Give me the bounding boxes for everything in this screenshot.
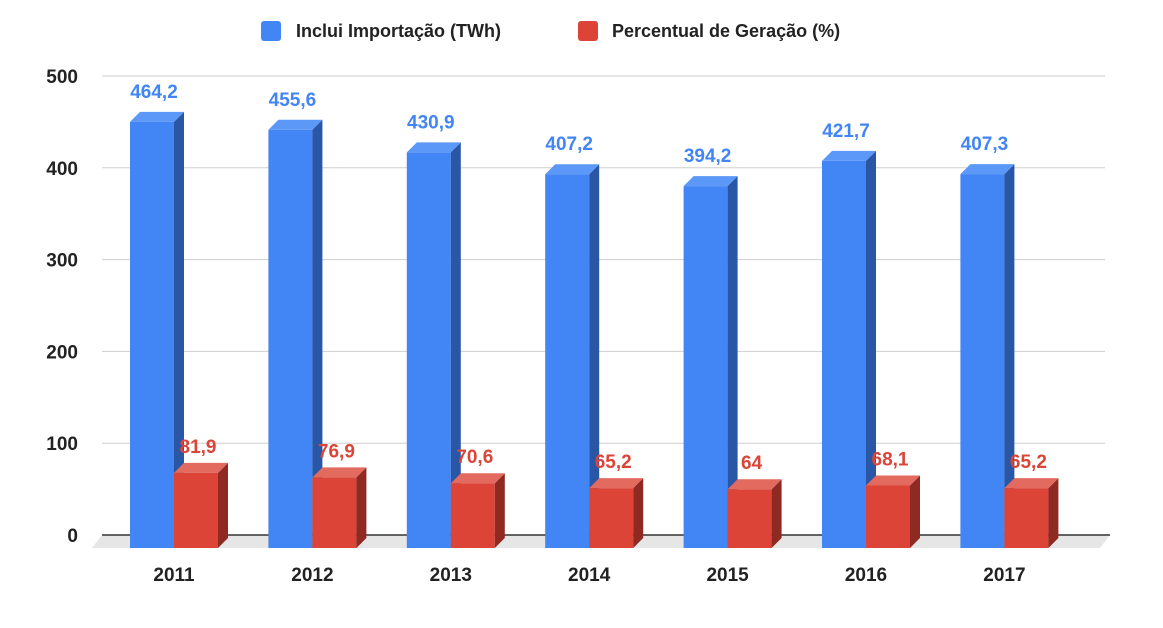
bar-percentual — [866, 475, 920, 548]
bar-percentual — [450, 473, 505, 548]
bar-side-face — [589, 164, 600, 548]
bar-percentual — [727, 479, 782, 548]
bar-top-face — [450, 473, 505, 484]
bar-front-face — [268, 129, 313, 548]
bar-top-face — [727, 479, 782, 490]
y-axis: 0 100 200 300 400 500 — [46, 67, 78, 547]
bar-side-face — [1004, 164, 1015, 548]
data-label: 394,2 — [684, 146, 732, 167]
bar-importacao — [268, 119, 323, 548]
bar-importacao — [960, 164, 1015, 548]
legend-item: Percentual de Geração (%) — [578, 21, 840, 41]
bar-side-face — [910, 475, 920, 548]
bar-percentual — [312, 467, 367, 548]
bar-top-face — [960, 164, 1015, 175]
bar-front-face — [960, 174, 1005, 548]
x-tick-label: 2015 — [706, 565, 749, 586]
data-label: 65,2 — [1010, 452, 1047, 473]
bar-front-face — [866, 485, 910, 548]
bar-front-face — [312, 477, 357, 548]
x-tick-label: 2016 — [845, 565, 887, 586]
bar-top-face — [822, 150, 876, 161]
bar-side-face — [1048, 478, 1059, 548]
bar-front-face — [683, 186, 728, 549]
bar-front-face — [450, 483, 495, 548]
y-tick-label: 300 — [46, 251, 78, 272]
bar-side-face — [866, 150, 876, 548]
bar-front-face — [727, 489, 772, 548]
bar-top-face — [174, 462, 228, 473]
bar-percentual — [174, 462, 228, 548]
bar-top-face — [866, 475, 920, 486]
bar-side-face — [218, 462, 228, 548]
bar-front-face — [130, 121, 174, 548]
bar-importacao — [545, 164, 600, 548]
legend: Inclui Importação (TWh) Percentual de Ger… — [261, 21, 840, 41]
y-tick-label: 400 — [46, 159, 78, 180]
bar-side-face — [312, 119, 323, 548]
data-label: 64 — [741, 453, 763, 474]
data-label: 81,9 — [180, 437, 217, 458]
y-tick-label: 0 — [67, 526, 78, 547]
bar-top-face — [545, 164, 600, 175]
bar-importacao — [683, 176, 738, 549]
x-tick-label: 2013 — [430, 565, 472, 586]
bar-front-face — [589, 488, 634, 548]
bar-side-face — [356, 467, 367, 548]
bars — [130, 111, 1059, 549]
bar-top-face — [683, 176, 738, 187]
bar-side-face — [727, 176, 738, 549]
bar-front-face — [406, 152, 451, 548]
bar-percentual — [589, 478, 644, 548]
bar-importacao — [130, 111, 184, 548]
y-tick-label: 200 — [46, 342, 78, 363]
y-tick-label: 500 — [46, 67, 78, 88]
x-tick-label: 2011 — [153, 565, 195, 586]
legend-swatch — [261, 21, 281, 41]
data-label: 76,9 — [318, 441, 355, 462]
x-tick-label: 2012 — [291, 565, 333, 586]
bar-front-face — [174, 472, 218, 548]
bar-side-face — [633, 478, 644, 548]
data-label: 421,7 — [822, 121, 870, 142]
data-label: 407,3 — [961, 134, 1009, 155]
bar-percentual — [1004, 478, 1059, 548]
data-label: 68,1 — [872, 449, 909, 470]
bar-importacao — [822, 150, 876, 548]
bar-front-face — [545, 174, 590, 548]
bar-side-face — [174, 111, 184, 548]
data-labels: 464,2 81,9 455,6 76,9 430,9 70,6 407,2 65,2 394,… — [130, 82, 1047, 474]
bar-top-face — [130, 111, 184, 122]
bar-top-face — [406, 142, 461, 153]
legend-item: Inclui Importação (TWh) — [261, 21, 501, 41]
bar-top-face — [1004, 478, 1059, 489]
data-label: 65,2 — [595, 452, 632, 473]
bar-top-face — [589, 478, 644, 489]
data-label: 455,6 — [269, 90, 317, 111]
y-tick-label: 100 — [46, 434, 78, 455]
data-label: 70,6 — [456, 447, 493, 468]
bar-top-face — [312, 467, 367, 478]
legend-label: Percentual de Geração (%) — [612, 21, 840, 41]
data-label: 464,2 — [130, 82, 178, 103]
bar-side-face — [771, 479, 782, 548]
legend-swatch — [578, 21, 598, 41]
legend-label: Inclui Importação (TWh) — [296, 21, 501, 41]
bar-side-face — [494, 473, 505, 548]
bar-front-face — [822, 160, 866, 548]
bar-top-face — [268, 119, 323, 130]
bar-importacao — [406, 142, 461, 548]
data-label: 407,2 — [545, 134, 593, 155]
x-tick-label: 2017 — [983, 565, 1025, 586]
x-axis: 2011 2012 2013 2014 2015 2016 2017 — [153, 565, 1025, 586]
x-tick-label: 2014 — [568, 565, 611, 586]
bar-front-face — [1004, 488, 1049, 548]
data-label: 430,9 — [407, 112, 455, 133]
bar-side-face — [450, 142, 461, 548]
